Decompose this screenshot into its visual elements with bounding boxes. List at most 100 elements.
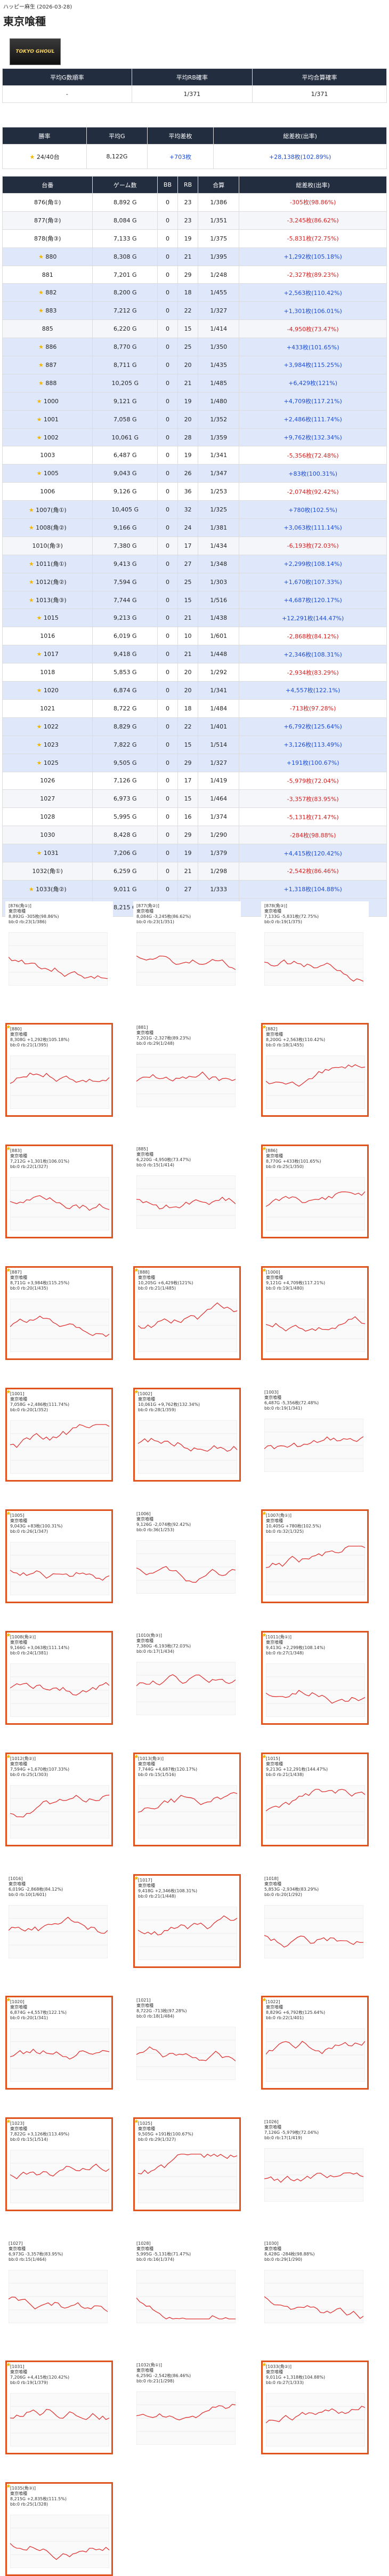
machine-id-cell[interactable]: 1032(角①) <box>2 861 93 881</box>
machine-id-cell[interactable]: 877(角②) <box>2 211 93 230</box>
machine-chart-card[interactable]: ★ [1020] 東京喰種 6,874G +4,557枚(122.1%) bb:0 rb… <box>5 1996 113 2090</box>
machine-chart-card[interactable]: ★ [887] 東京喰種 8,711G +3,984枚(115.25%) bb:0 rb… <box>5 1266 113 1360</box>
machine-id-cell[interactable]: ★ 1012(角②) <box>2 572 93 591</box>
table-row[interactable]: ★ 887 8,711 G 0 20 1/435 +3,984枚(115.25%) <box>2 356 387 374</box>
machine-id-cell[interactable]: ★ 1007(角①) <box>2 500 93 519</box>
table-row[interactable]: 885 6,220 G 0 15 1/414 -4,950枚(73.47%) <box>2 319 387 339</box>
machine-id-cell[interactable]: 1026 <box>2 771 93 790</box>
machine-id-cell[interactable]: ★ 1011(角①) <box>2 554 93 573</box>
machine-chart-card[interactable]: ★ [1023] 東京喰種 7,822G +3,126枚(113.49%) bb:0 r… <box>5 2117 113 2211</box>
machine-chart-card[interactable]: ★ [1017] 東京喰種 9,418G +2,346枚(108.31%) bb:0 r… <box>133 1874 241 1968</box>
column-header[interactable]: 合算 <box>198 176 240 194</box>
machine-id-cell[interactable]: 1016 <box>2 627 93 646</box>
table-row[interactable]: 878(角③) 7,133 G 0 19 1/375 -5,831枚(72.75%) <box>2 229 387 248</box>
table-row[interactable]: ★ 880 8,308 G 0 21 1/395 +1,292枚(105.18%) <box>2 247 387 266</box>
table-row[interactable]: ★ 1000 9,121 G 0 19 1/480 +4,709枚(117.21%) <box>2 391 387 411</box>
machine-chart-card[interactable]: [1026] 東京喰種 7,126G -5,979枚(72.04%) bb:0 rb:… <box>261 2117 369 2211</box>
machine-id-cell[interactable]: 876(角①) <box>2 193 93 212</box>
table-row[interactable]: ★ 1001 7,058 G 0 20 1/352 +2,486枚(111.74%) <box>2 410 387 429</box>
table-row[interactable]: 1018 5,853 G 0 20 1/292 -2,934枚(83.29%) <box>2 663 387 682</box>
table-row[interactable]: 1021 8,722 G 0 18 1/484 -713枚(97.28%) <box>2 699 387 718</box>
table-row[interactable]: ★ 1007(角①) 10,405 G 0 32 1/325 +780枚(102.5%) <box>2 500 387 519</box>
table-row[interactable]: 1027 6,973 G 0 15 1/464 -3,357枚(83.95%) <box>2 789 387 809</box>
machine-id-cell[interactable]: ★ 1002 <box>2 428 93 447</box>
machine-chart-card[interactable]: ★ [1035(角③)] 東京喰種 8,215G +2,835枚(111.5%) bb:… <box>5 2482 113 2576</box>
machine-chart-card[interactable]: [881] 東京喰種 7,201G -2,327枚(89.23%) bb:0 rb:2… <box>133 1023 241 1117</box>
table-row[interactable]: 1028 5,995 G 0 16 1/374 -5,131枚(71.47%) <box>2 807 387 827</box>
machine-id-cell[interactable]: ★ 1013(角③) <box>2 590 93 610</box>
machine-chart-card[interactable]: [876(角①)] 東京喰種 8,892G -305枚(98.86%) bb:0 rb… <box>5 901 113 995</box>
machine-chart-card[interactable]: ★ [880] 東京喰種 8,308G +1,292枚(105.18%) bb:0 rb… <box>5 1023 113 1117</box>
column-header[interactable]: RB <box>177 176 199 194</box>
machine-chart-card[interactable]: ★ [1007(角①)] 東京喰種 10,405G +780枚(102.5%) bb:0… <box>261 1509 369 1603</box>
table-row[interactable]: 881 7,201 G 0 29 1/248 -2,327枚(89.23%) <box>2 265 387 284</box>
table-row[interactable]: 1030 8,428 G 0 29 1/290 -284枚(98.88%) <box>2 826 387 845</box>
table-row[interactable]: 1010(角③) 7,380 G 0 17 1/434 -6,193枚(72.03%) <box>2 536 387 555</box>
machine-id-cell[interactable]: ★ 1020 <box>2 681 93 700</box>
table-row[interactable]: ★ 1017 9,418 G 0 21 1/448 +2,346枚(108.31%) <box>2 645 387 664</box>
table-row[interactable]: 1006 9,126 G 0 36 1/253 -2,074枚(92.42%) <box>2 482 387 501</box>
machine-chart-card[interactable]: ★ [1002] 東京喰種 10,061G +9,762枚(132.34%) bb:0 … <box>133 1388 241 1482</box>
machine-chart-card[interactable]: [1027] 東京喰種 6,973G -3,357枚(83.95%) bb:0 rb:… <box>5 2239 113 2333</box>
machine-id-cell[interactable]: ★ 1031 <box>2 844 93 862</box>
column-header[interactable]: ゲーム数 <box>92 176 158 194</box>
machine-chart-card[interactable]: ★ [886] 東京喰種 8,770G +433枚(101.65%) bb:0 rb:2… <box>261 1145 369 1238</box>
column-header[interactable]: 総差枚(出率) <box>239 176 387 194</box>
table-row[interactable]: 1003 6,487 G 0 19 1/341 -5,356枚(72.48%) <box>2 446 387 465</box>
machine-chart-card[interactable]: ★ [1011(角①)] 東京喰種 9,413G +2,299枚(108.14%) bb… <box>261 1631 369 1725</box>
machine-id-cell[interactable]: 1021 <box>2 699 93 718</box>
machine-chart-card[interactable]: [1021] 東京喰種 8,722G -713枚(97.28%) bb:0 rb:18… <box>133 1996 241 2090</box>
table-row[interactable]: ★ 1008(角②) 9,166 G 0 24 1/381 +3,063枚(111.14%… <box>2 518 387 537</box>
machine-chart-card[interactable]: [1003] 東京喰種 6,487G -5,356枚(72.48%) bb:0 rb:… <box>261 1388 369 1482</box>
table-row[interactable]: ★ 1025 9,505 G 0 29 1/327 +191枚(100.67%) <box>2 753 387 772</box>
table-row[interactable]: ★ 1022 8,829 G 0 22 1/401 +6,792枚(125.64%) <box>2 717 387 736</box>
table-row[interactable]: ★ 1023 7,822 G 0 15 1/514 +3,126枚(113.49%) <box>2 735 387 754</box>
table-row[interactable]: ★ 882 8,200 G 0 18 1/455 +2,563枚(110.42%) <box>2 283 387 302</box>
machine-id-cell[interactable]: ★ 1017 <box>2 645 93 664</box>
machine-id-cell[interactable]: 1018 <box>2 663 93 682</box>
machine-id-cell[interactable]: ★ 1025 <box>2 753 93 772</box>
machine-id-cell[interactable]: ★ 888 <box>2 373 93 393</box>
table-row[interactable]: ★ 1012(角②) 7,594 G 0 25 1/303 +1,670枚(107.33%… <box>2 572 387 591</box>
machine-id-cell[interactable]: 1030 <box>2 826 93 845</box>
machine-chart-card[interactable]: ★ [883] 東京喰種 7,212G +1,301枚(106.01%) bb:0 rb… <box>5 1145 113 1238</box>
column-header[interactable]: BB <box>157 176 178 194</box>
table-row[interactable]: ★ 1013(角③) 7,744 G 0 15 1/516 +4,687枚(120.17%… <box>2 590 387 610</box>
machine-id-cell[interactable]: ★ 883 <box>2 301 93 321</box>
machine-id-cell[interactable]: 1003 <box>2 446 93 465</box>
machine-id-cell[interactable]: 1006 <box>2 482 93 501</box>
table-row[interactable]: 1032(角①) 6,259 G 0 21 1/298 -2,542枚(86.46%) <box>2 861 387 881</box>
machine-chart-card[interactable]: [878(角③)] 東京喰種 7,133G -5,831枚(72.75%) bb:0 … <box>261 901 369 995</box>
machine-id-cell[interactable]: ★ 1015 <box>2 609 93 628</box>
machine-chart-card[interactable]: [877(角②)] 東京喰種 8,084G -3,245枚(86.62%) bb:0 … <box>133 901 241 995</box>
machine-chart-card[interactable]: ★ [1033(角②)] 東京喰種 9,011G +1,318枚(104.88%) bb… <box>261 2361 369 2454</box>
table-row[interactable]: 876(角①) 8,892 G 0 23 1/386 -305枚(98.86%) <box>2 193 387 212</box>
machine-id-cell[interactable]: ★ 886 <box>2 338 93 357</box>
machine-chart-card[interactable]: ★ [1000] 東京喰種 9,121G +4,709枚(117.21%) bb:0 r… <box>261 1266 369 1360</box>
machine-id-cell[interactable]: ★ 1033(角②) <box>2 879 93 899</box>
machine-chart-card[interactable]: ★ [1022] 東京喰種 8,829G +6,792枚(125.64%) bb:0 r… <box>261 1996 369 2090</box>
table-row[interactable]: ★ 1005 9,043 G 0 26 1/347 +83枚(100.31%) <box>2 464 387 483</box>
machine-id-cell[interactable]: ★ 880 <box>2 247 93 266</box>
machine-chart-card[interactable]: [1010(角③)] 東京喰種 7,380G -6,193枚(72.03%) bb:0… <box>133 1631 241 1725</box>
machine-chart-card[interactable]: ★ [1031] 東京喰種 7,206G +4,415枚(120.42%) bb:0 r… <box>5 2361 113 2454</box>
machine-chart-card[interactable]: ★ [1025] 東京喰種 9,505G +191枚(100.67%) bb:0 rb:… <box>133 2117 241 2211</box>
machine-id-cell[interactable]: ★ 1001 <box>2 410 93 429</box>
table-row[interactable]: ★ 883 7,212 G 0 22 1/327 +1,301枚(106.01%) <box>2 301 387 321</box>
machine-chart-card[interactable]: [1030] 東京喰種 8,428G -284枚(98.88%) bb:0 rb:29… <box>261 2239 369 2333</box>
machine-chart-card[interactable]: [1032(角①)] 東京喰種 6,259G -2,542枚(86.46%) bb:0… <box>133 2361 241 2454</box>
machine-id-cell[interactable]: ★ 1000 <box>2 391 93 411</box>
machine-chart-card[interactable]: ★ [1012(角②)] 東京喰種 7,594G +1,670枚(107.33%) bb… <box>5 1753 113 1846</box>
table-row[interactable]: 877(角②) 8,084 G 0 23 1/351 -3,245枚(86.62%) <box>2 211 387 230</box>
machine-id-cell[interactable]: 1027 <box>2 789 93 809</box>
machine-chart-card[interactable]: ★ [1001] 東京喰種 7,058G +2,486枚(111.74%) bb:0 r… <box>5 1388 113 1482</box>
machine-chart-card[interactable]: [1028] 東京喰種 5,995G -5,131枚(71.47%) bb:0 rb:… <box>133 2239 241 2333</box>
machine-chart-card[interactable]: ★ [1005] 東京喰種 9,043G +83枚(100.31%) bb:0 rb:2… <box>5 1509 113 1603</box>
table-row[interactable]: 1026 7,126 G 0 17 1/419 -5,979枚(72.04%) <box>2 771 387 790</box>
machine-chart-card[interactable]: ★ [1013(角③)] 東京喰種 7,744G +4,687枚(120.17%) bb… <box>133 1753 241 1846</box>
machine-id-cell[interactable]: 1028 <box>2 807 93 827</box>
machine-chart-card[interactable]: [1006] 東京喰種 9,126G -2,074枚(92.42%) bb:0 rb:… <box>133 1509 241 1603</box>
breadcrumb[interactable]: ハッピー麻生 (2026-03-28) <box>3 4 72 10</box>
machine-id-cell[interactable]: ★ 1022 <box>2 717 93 736</box>
machine-id-cell[interactable]: ★ 882 <box>2 283 93 302</box>
